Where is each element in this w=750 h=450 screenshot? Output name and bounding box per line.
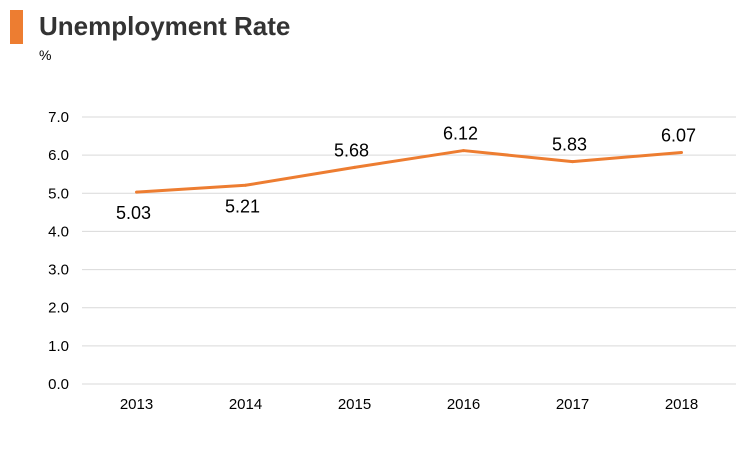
series-line: [136, 149, 682, 194]
title-accent-bar: [10, 10, 23, 44]
data-point: [353, 165, 356, 169]
y-tick-label: 6.0: [48, 147, 69, 164]
y-tick-label: 5.0: [48, 185, 69, 202]
y-tick-label: 4.0: [48, 223, 69, 240]
data-labels: 5.03 5.21 5.68 6.12 5.83 6.07: [116, 124, 696, 224]
data-point: [680, 150, 683, 154]
data-label: 5.21: [225, 196, 260, 216]
data-point: [462, 149, 465, 153]
y-tick-label: 1.0: [48, 338, 69, 355]
x-axis-ticks: 2013 2014 2015 2016 2017 2018: [120, 396, 698, 413]
x-tick-label: 2017: [556, 396, 589, 413]
data-label: 5.83: [552, 135, 587, 155]
data-label: 5.03: [116, 203, 151, 223]
data-point: [135, 190, 138, 194]
x-tick-label: 2014: [229, 396, 262, 413]
y-tick-label: 2.0: [48, 300, 69, 317]
series-line-layer: [135, 149, 683, 194]
data-point: [571, 160, 574, 164]
x-tick-label: 2013: [120, 396, 153, 413]
y-tick-label: 3.0: [48, 262, 69, 279]
y-tick-label: 7.0: [48, 109, 69, 126]
data-label: 5.68: [334, 140, 369, 160]
data-label: 6.07: [661, 125, 696, 145]
y-axis-ticks: 0.0 1.0 2.0 3.0 4.0 5.0 6.0 7.0: [48, 109, 69, 393]
y-tick-label: 0.0: [48, 376, 69, 393]
chart-title: Unemployment Rate: [39, 11, 291, 41]
x-tick-label: 2016: [447, 396, 480, 413]
data-label: 6.12: [443, 124, 478, 144]
x-tick-label: 2018: [665, 396, 698, 413]
unit-label: %: [39, 47, 52, 63]
data-point: [244, 183, 247, 187]
gridlines: [82, 116, 736, 385]
x-tick-label: 2015: [338, 396, 371, 413]
